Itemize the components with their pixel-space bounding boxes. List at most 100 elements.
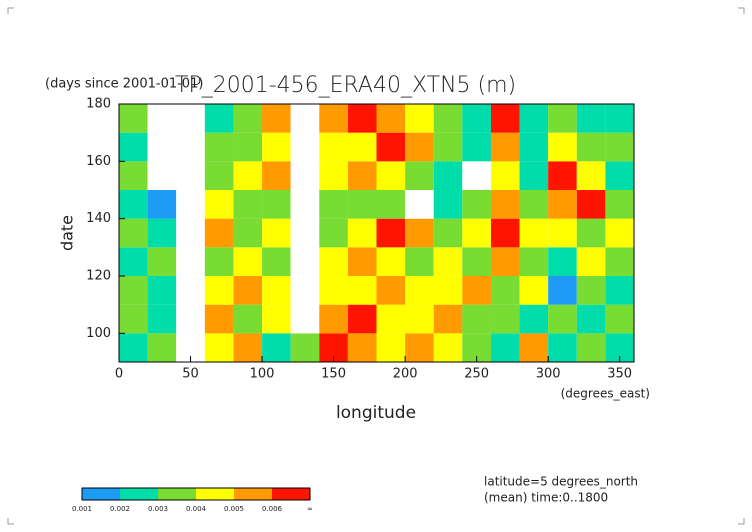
contour-cell (262, 276, 291, 305)
contour-cell (319, 247, 348, 276)
colorbar-swatch (234, 488, 272, 500)
contour-cell (605, 161, 634, 190)
contour-cell (490, 247, 520, 276)
contour-cell (519, 218, 549, 248)
contour-cell (605, 104, 634, 133)
contour-cell (147, 333, 177, 362)
contour-cell (119, 218, 148, 248)
contour-cell (233, 104, 263, 133)
contour-cell (433, 190, 463, 219)
contour-cell (462, 132, 491, 162)
colorbar-label: 0.003 (148, 505, 168, 513)
contour-cell (605, 190, 634, 219)
contour-cell (605, 276, 634, 305)
contour-cell (605, 218, 634, 248)
contour-cell (204, 247, 234, 276)
contour-cell (347, 104, 377, 133)
contour-cell (319, 132, 348, 162)
contour-cell (147, 104, 177, 133)
contour-cell (576, 104, 606, 133)
contour-cell (204, 132, 234, 162)
contour-cell (204, 161, 234, 190)
y-tick-label: 140 (86, 211, 111, 226)
y-tick-label: 180 (86, 97, 111, 112)
contour-cell (119, 161, 148, 190)
contour-cell (519, 132, 549, 162)
x-tick-label: 250 (464, 367, 489, 382)
contour-cell (347, 247, 377, 276)
contour-cell (233, 304, 263, 334)
contour-cell (576, 190, 606, 219)
contour-cell (548, 218, 577, 248)
contour-cell (519, 276, 549, 305)
colorbar-label: 0.004 (186, 505, 207, 513)
contour-cell (347, 190, 377, 219)
contour-cell (147, 247, 177, 276)
contour-cell (319, 104, 348, 133)
contour-cell (376, 304, 406, 334)
contour-cell (490, 276, 520, 305)
contour-cell (119, 104, 148, 133)
contour-cell (519, 104, 549, 133)
contour-cell (147, 276, 177, 305)
contour-cell (548, 304, 577, 334)
contour-cell (347, 132, 377, 162)
contour-cell (462, 276, 491, 305)
contour-cell (176, 132, 205, 162)
contour-cell (290, 218, 320, 248)
contour-cell (319, 304, 348, 334)
contour-cell (462, 190, 491, 219)
contour-cell (376, 161, 406, 190)
field (119, 104, 634, 362)
contour-cell (319, 276, 348, 305)
contour-cell (290, 190, 320, 219)
contour-cell (576, 304, 606, 334)
contour-cell (605, 132, 634, 162)
contour-cell (490, 161, 520, 190)
y-axis-label: date (58, 215, 77, 251)
x-tick-label: 100 (250, 367, 275, 382)
contour-cell (433, 247, 463, 276)
contour-cell (548, 333, 577, 362)
contour-cell (405, 304, 434, 334)
contour-cell (262, 161, 291, 190)
contour-cell (233, 333, 263, 362)
contour-cell (262, 218, 291, 248)
contour-cell (319, 161, 348, 190)
contour-cell (576, 276, 606, 305)
y-tick-label: 160 (86, 154, 111, 169)
contour-cell (119, 247, 148, 276)
contour-cell (176, 104, 205, 133)
contour-cell (233, 190, 263, 219)
contour-cell (376, 276, 406, 305)
contour-cell (462, 161, 491, 190)
contour-cell (576, 218, 606, 248)
contour-cell (376, 132, 406, 162)
contour-cell (519, 304, 549, 334)
contour-cell (204, 104, 234, 133)
crop-marks (7, 7, 745, 525)
contour-cell (119, 276, 148, 305)
contour-cell (490, 104, 520, 133)
x-tick-label: 350 (607, 367, 632, 382)
contour-cell (262, 190, 291, 219)
contour-cell (119, 333, 148, 362)
contour-cell (605, 247, 634, 276)
contour-cell (347, 276, 377, 305)
contour-cell (204, 276, 234, 305)
colorbar-swatch (272, 488, 310, 500)
contour-cell (519, 190, 549, 219)
contour-cell (204, 218, 234, 248)
contour-cell (233, 132, 263, 162)
contour-cell (576, 333, 606, 362)
contour-cell (433, 276, 463, 305)
contour-cell (233, 218, 263, 248)
contour-cell (290, 333, 320, 362)
contour-cell (519, 333, 549, 362)
contour-cell (376, 190, 406, 219)
contour-cell (405, 104, 434, 133)
plot-frame (118, 103, 635, 363)
contour-cell (290, 104, 320, 133)
colorbar-swatch (120, 488, 158, 500)
colorbar-label: 0.002 (110, 505, 130, 513)
